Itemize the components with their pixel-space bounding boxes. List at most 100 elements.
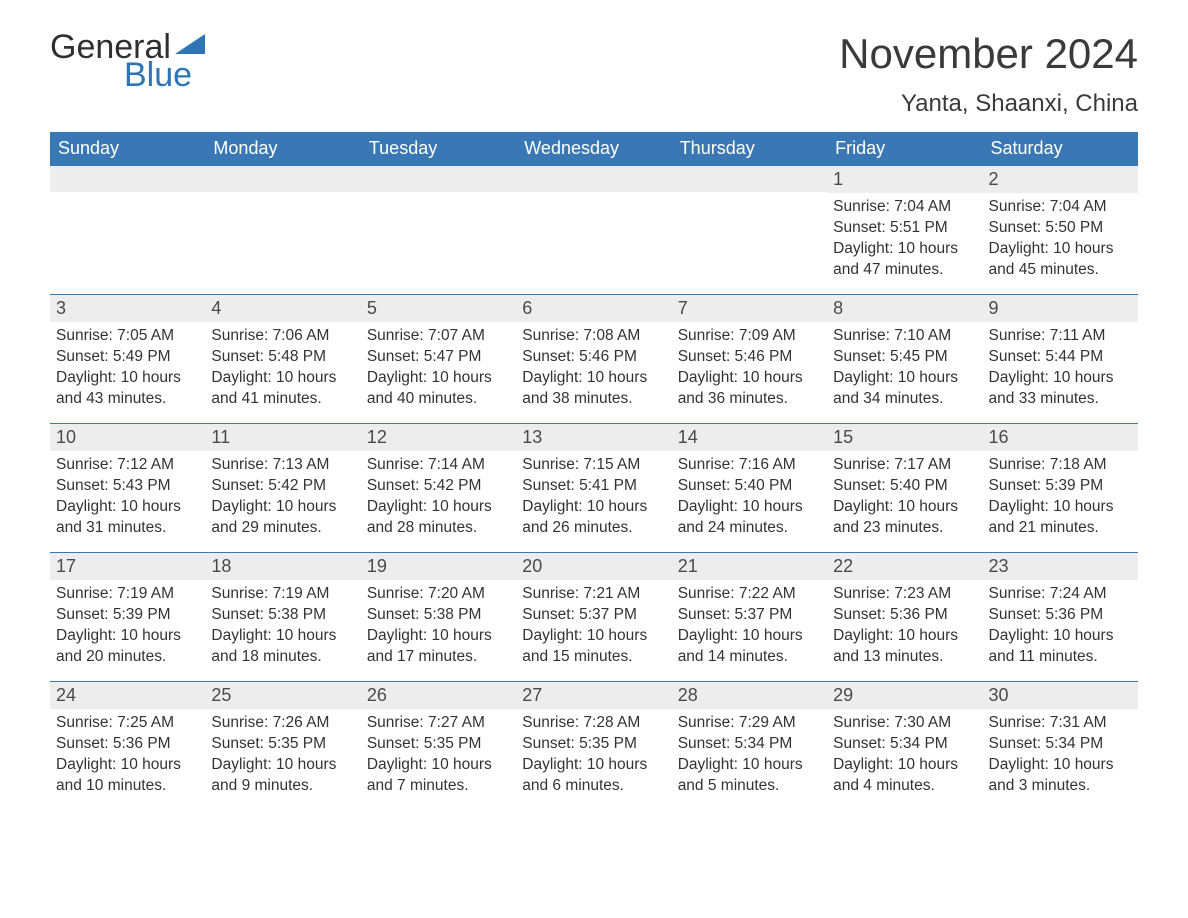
sunset-line: Sunset: 5:43 PM <box>56 476 199 497</box>
day-cell: 12Sunrise: 7:14 AMSunset: 5:42 PMDayligh… <box>361 424 516 552</box>
day-body: Sunrise: 7:04 AMSunset: 5:50 PMDaylight:… <box>987 197 1134 281</box>
sunset-line: Sunset: 5:47 PM <box>367 347 510 368</box>
day-cell: 28Sunrise: 7:29 AMSunset: 5:34 PMDayligh… <box>672 682 827 810</box>
sunrise-line: Sunrise: 7:17 AM <box>833 455 976 476</box>
daylight-line: Daylight: 10 hours and 17 minutes. <box>367 626 510 668</box>
day-cell: 25 Sunrise: 7:26 AMSunset: 5:35 PMDayligh… <box>205 682 360 810</box>
sunset-line: Sunset: 5:38 PM <box>211 605 354 626</box>
daylight-line: Daylight: 10 hours and 47 minutes. <box>833 239 976 281</box>
day-body: Sunrise: 7:15 AMSunset: 5:41 PMDaylight:… <box>520 455 667 539</box>
sunset-line: Sunset: 5:49 PM <box>56 347 199 368</box>
sunrise-line: Sunrise: 7:07 AM <box>367 326 510 347</box>
day-cell <box>205 166 360 294</box>
day-cell: 20Sunrise: 7:21 AMSunset: 5:37 PMDayligh… <box>516 553 671 681</box>
day-number: 19 <box>361 553 516 580</box>
sunrise-line: Sunrise: 7:21 AM <box>522 584 665 605</box>
week-row: 3Sunrise: 7:05 AMSunset: 5:49 PMDaylight… <box>50 294 1138 423</box>
sunset-line: Sunset: 5:39 PM <box>989 476 1132 497</box>
logo-text-blue: Blue <box>124 58 205 92</box>
day-cell: 19 Sunrise: 7:20 AMSunset: 5:38 PMDayligh… <box>361 553 516 681</box>
sunset-line: Sunset: 5:34 PM <box>833 734 976 755</box>
daylight-line: Daylight: 10 hours and 21 minutes. <box>989 497 1132 539</box>
sunset-line: Sunset: 5:36 PM <box>989 605 1132 626</box>
sunrise-line: Sunrise: 7:04 AM <box>833 197 976 218</box>
dow-cell: Friday <box>827 132 982 165</box>
day-body: Sunrise: 7:20 AMSunset: 5:38 PMDaylight:… <box>365 584 512 668</box>
day-number: 13 <box>516 424 671 451</box>
calendar: SundayMondayTuesdayWednesdayThursdayFrid… <box>50 132 1138 810</box>
dow-cell: Saturday <box>983 132 1138 165</box>
day-body: Sunrise: 7:18 AMSunset: 5:39 PMDaylight:… <box>987 455 1134 539</box>
day-cell: 5 Sunrise: 7:07 AMSunset: 5:47 PMDaylight… <box>361 295 516 423</box>
day-body: Sunrise: 7:16 AMSunset: 5:40 PMDaylight:… <box>676 455 823 539</box>
day-cell <box>361 166 516 294</box>
daylight-line: Daylight: 10 hours and 36 minutes. <box>678 368 821 410</box>
sunset-line: Sunset: 5:40 PM <box>678 476 821 497</box>
day-cell: 26Sunrise: 7:27 AMSunset: 5:35 PMDayligh… <box>361 682 516 810</box>
sunrise-line: Sunrise: 7:25 AM <box>56 713 199 734</box>
daylight-line: Daylight: 10 hours and 43 minutes. <box>56 368 199 410</box>
daylight-line: Daylight: 10 hours and 45 minutes. <box>989 239 1132 281</box>
daylight-line: Daylight: 10 hours and 18 minutes. <box>211 626 354 668</box>
daylight-line: Daylight: 10 hours and 13 minutes. <box>833 626 976 668</box>
empty-daynum-bar <box>205 166 360 192</box>
day-number: 5 <box>361 295 516 322</box>
day-number: 10 <box>50 424 205 451</box>
sunrise-line: Sunrise: 7:29 AM <box>678 713 821 734</box>
sunset-line: Sunset: 5:39 PM <box>56 605 199 626</box>
daylight-line: Daylight: 10 hours and 34 minutes. <box>833 368 976 410</box>
sunrise-line: Sunrise: 7:19 AM <box>211 584 354 605</box>
day-body: Sunrise: 7:19 AMSunset: 5:39 PMDaylight:… <box>54 584 201 668</box>
day-body: Sunrise: 7:23 AMSunset: 5:36 PMDaylight:… <box>831 584 978 668</box>
location: Yanta, Shaanxi, China <box>839 90 1138 118</box>
day-cell: 22 Sunrise: 7:23 AMSunset: 5:36 PMDayligh… <box>827 553 982 681</box>
day-number: 25 <box>205 682 360 709</box>
day-body: Sunrise: 7:13 AMSunset: 5:42 PMDaylight:… <box>209 455 356 539</box>
day-number: 24 <box>50 682 205 709</box>
day-body: Sunrise: 7:09 AMSunset: 5:46 PMDaylight:… <box>676 326 823 410</box>
sunset-line: Sunset: 5:35 PM <box>367 734 510 755</box>
empty-daynum-bar <box>672 166 827 192</box>
sunrise-line: Sunrise: 7:08 AM <box>522 326 665 347</box>
day-body: Sunrise: 7:11 AMSunset: 5:44 PMDaylight:… <box>987 326 1134 410</box>
day-body: Sunrise: 7:24 AMSunset: 5:36 PMDaylight:… <box>987 584 1134 668</box>
sunrise-line: Sunrise: 7:22 AM <box>678 584 821 605</box>
day-number: 8 <box>827 295 982 322</box>
sunset-line: Sunset: 5:48 PM <box>211 347 354 368</box>
sunset-line: Sunset: 5:37 PM <box>678 605 821 626</box>
day-number: 30 <box>983 682 1138 709</box>
logo-triangle-icon <box>175 34 205 58</box>
day-cell: 4Sunrise: 7:06 AMSunset: 5:48 PMDaylight… <box>205 295 360 423</box>
daylight-line: Daylight: 10 hours and 4 minutes. <box>833 755 976 797</box>
day-number: 18 <box>205 553 360 580</box>
day-cell: 7Sunrise: 7:09 AMSunset: 5:46 PMDaylight… <box>672 295 827 423</box>
day-cell: 6Sunrise: 7:08 AMSunset: 5:46 PMDaylight… <box>516 295 671 423</box>
day-number: 15 <box>827 424 982 451</box>
sunrise-line: Sunrise: 7:23 AM <box>833 584 976 605</box>
day-body: Sunrise: 7:30 AMSunset: 5:34 PMDaylight:… <box>831 713 978 797</box>
daylight-line: Daylight: 10 hours and 10 minutes. <box>56 755 199 797</box>
day-cell <box>50 166 205 294</box>
day-body: Sunrise: 7:22 AMSunset: 5:37 PMDaylight:… <box>676 584 823 668</box>
day-cell: 14Sunrise: 7:16 AMSunset: 5:40 PMDayligh… <box>672 424 827 552</box>
day-number: 22 <box>827 553 982 580</box>
sunrise-line: Sunrise: 7:30 AM <box>833 713 976 734</box>
sunrise-line: Sunrise: 7:05 AM <box>56 326 199 347</box>
sunset-line: Sunset: 5:36 PM <box>56 734 199 755</box>
day-cell: 30Sunrise: 7:31 AMSunset: 5:34 PMDayligh… <box>983 682 1138 810</box>
sunrise-line: Sunrise: 7:27 AM <box>367 713 510 734</box>
month-title: November 2024 <box>839 30 1138 78</box>
day-number: 3 <box>50 295 205 322</box>
day-cell: 1Sunrise: 7:04 AMSunset: 5:51 PMDaylight… <box>827 166 982 294</box>
sunset-line: Sunset: 5:34 PM <box>989 734 1132 755</box>
sunset-line: Sunset: 5:51 PM <box>833 218 976 239</box>
empty-daynum-bar <box>516 166 671 192</box>
sunset-line: Sunset: 5:42 PM <box>211 476 354 497</box>
daylight-line: Daylight: 10 hours and 14 minutes. <box>678 626 821 668</box>
sunrise-line: Sunrise: 7:14 AM <box>367 455 510 476</box>
week-row: 24Sunrise: 7:25 AMSunset: 5:36 PMDayligh… <box>50 681 1138 810</box>
sunrise-line: Sunrise: 7:26 AM <box>211 713 354 734</box>
daylight-line: Daylight: 10 hours and 40 minutes. <box>367 368 510 410</box>
day-body: Sunrise: 7:26 AMSunset: 5:35 PMDaylight:… <box>209 713 356 797</box>
day-cell: 15Sunrise: 7:17 AMSunset: 5:40 PMDayligh… <box>827 424 982 552</box>
